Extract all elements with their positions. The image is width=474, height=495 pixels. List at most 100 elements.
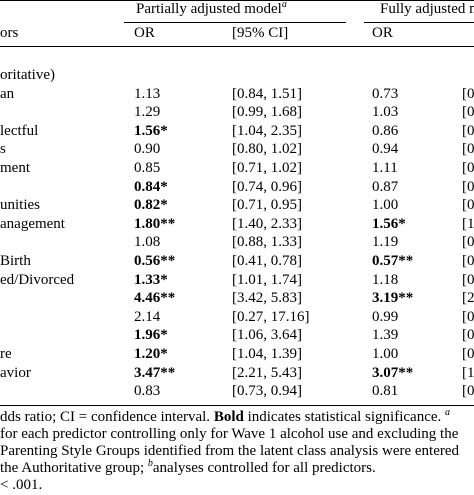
cell-ci2: [0: [462, 346, 474, 362]
cell-ci1: [0.84, 1.51]: [232, 86, 302, 102]
cell-label: avior: [0, 365, 31, 381]
cell-or1: 1.20*: [134, 346, 168, 362]
footnote-line-4: the Authoritative group; banalyses contr…: [0, 459, 376, 478]
cell-or1: 2.14: [134, 309, 161, 325]
cell-or1: 4.46**: [134, 290, 176, 306]
cell-ci1: [0.27, 17.16]: [232, 309, 310, 325]
footnote-1b: indicates statistical significance.: [243, 409, 446, 425]
cell-or2: 3.19**: [372, 290, 414, 306]
cell-ci2: [1: [462, 216, 474, 232]
cell-label: anagement: [0, 216, 65, 232]
cell-ci1: [1.01, 1.74]: [232, 272, 302, 288]
cell-ci1: [0.99, 1.68]: [232, 104, 302, 120]
full-model-underline: [364, 22, 474, 23]
cell-ci1: [0.73, 0.94]: [232, 383, 302, 399]
footnote-4b: analyses controlled for all predictors.: [152, 460, 376, 476]
table-top-rule: [0, 0, 474, 1]
cell-or2: 1.19: [372, 234, 399, 250]
cell-or1: 0.82*: [134, 197, 168, 213]
cell-or1: 0.85: [134, 160, 161, 176]
cell-label: re: [0, 346, 12, 362]
cell-label: ment: [0, 160, 30, 176]
table-bottom-rule: [0, 405, 474, 406]
cell-or2: 0.99: [372, 309, 399, 325]
footnote-line-1: dds ratio; CI = confidence interval. Bol…: [0, 408, 450, 427]
cell-or2: 1.00: [372, 197, 399, 213]
cell-or2: 0.73: [372, 86, 399, 102]
cell-ci1: [0.74, 0.96]: [232, 179, 302, 195]
cell-ci2: [2: [462, 290, 474, 306]
footnote-line-5: < .001.: [0, 477, 43, 493]
cell-ci2: [0: [462, 234, 474, 250]
cell-or1: 0.83: [134, 383, 161, 399]
cell-or2: 1.39: [372, 327, 399, 343]
cell-or1: 3.47**: [134, 365, 176, 381]
footnote-line-3: Parenting Style Groups identified from t…: [0, 443, 460, 459]
partial-model-heading: Partially adjusted modela: [136, 0, 287, 19]
or-header-partial: OR: [134, 25, 155, 41]
footnote-1a: dds ratio; CI = confidence interval.: [0, 409, 214, 425]
cell-ci1: [1.04, 1.39]: [232, 346, 302, 362]
cell-or1: 1.29: [134, 104, 161, 120]
cell-or1: 1.33*: [134, 272, 168, 288]
cell-ci2: [0: [462, 86, 474, 102]
full-model-heading: Fully adjusted m: [380, 1, 474, 17]
footnote-4a: the Authoritative group;: [0, 460, 148, 476]
footnote-line-2: for each predictor controlling only for …: [0, 426, 459, 442]
cell-ci1: [0.88, 1.33]: [232, 234, 302, 250]
cell-label: an: [0, 86, 15, 102]
cell-ci2: [0: [462, 123, 474, 139]
cell-ci1: [3.42, 5.83]: [232, 290, 302, 306]
ci-header-partial: [95% CI]: [232, 25, 289, 41]
cell-label: lectful: [0, 123, 39, 139]
cell-or2: 1.03: [372, 104, 399, 120]
cell-or1: 0.56**: [134, 253, 176, 269]
predictors-header: ors: [0, 25, 19, 41]
cell-ci1: [1.04, 2.35]: [232, 123, 302, 139]
cell-or2: 1.00: [372, 346, 399, 362]
cell-label: oritative): [0, 67, 55, 83]
or-header-full: OR: [372, 25, 393, 41]
cell-ci2: [0: [462, 309, 474, 325]
cell-ci1: [0.41, 0.78]: [232, 253, 302, 269]
cell-ci2: [0: [462, 104, 474, 120]
cell-ci2: [0: [462, 179, 474, 195]
cell-label: Birth: [0, 253, 31, 269]
cell-ci1: [0.71, 1.02]: [232, 160, 302, 176]
cell-or1: 1.80**: [134, 216, 176, 232]
partial-model-sup: a: [281, 0, 287, 10]
cell-ci1: [0.80, 1.02]: [232, 141, 302, 157]
cell-or2: 1.18: [372, 272, 399, 288]
cell-or2: 0.94: [372, 141, 399, 157]
cell-or2: 0.57**: [372, 253, 414, 269]
header-bottom-rule: [0, 46, 474, 47]
cell-or2: 1.11: [372, 160, 398, 176]
cell-ci2: [0: [462, 141, 474, 157]
footnote-bold-word: Bold: [213, 409, 244, 425]
cell-or1: 1.08: [134, 234, 161, 250]
cell-or1: 1.56*: [134, 123, 168, 139]
cell-or1: 1.13: [134, 86, 161, 102]
partial-model-underline: [124, 22, 346, 23]
cell-ci2: [0: [462, 272, 474, 288]
cell-ci2: [0: [462, 383, 474, 399]
cell-ci1: [0.71, 0.95]: [232, 197, 302, 213]
cell-ci1: [1.06, 3.64]: [232, 327, 302, 343]
cell-ci2: [1: [462, 365, 474, 381]
cell-label: s: [0, 141, 6, 157]
cell-or1: 0.90: [134, 141, 161, 157]
cell-ci2: [0: [462, 197, 474, 213]
cell-ci2: [0: [462, 160, 474, 176]
cell-ci2: [0: [462, 253, 474, 269]
cell-ci1: [1.40, 2.33]: [232, 216, 302, 232]
cell-label: ed/Divorced: [0, 272, 75, 288]
footnote-1-sup: a: [445, 407, 451, 418]
cell-ci1: [2.21, 5.43]: [232, 365, 302, 381]
cell-or2: 0.81: [372, 383, 399, 399]
cell-or2: 0.87: [372, 179, 399, 195]
cell-or2: 1.56*: [372, 216, 406, 232]
cell-or2: 3.07**: [372, 365, 414, 381]
cell-or2: 0.86: [372, 123, 399, 139]
footnote-4-sup: b: [147, 458, 153, 469]
cell-or1: 1.96*: [134, 327, 168, 343]
